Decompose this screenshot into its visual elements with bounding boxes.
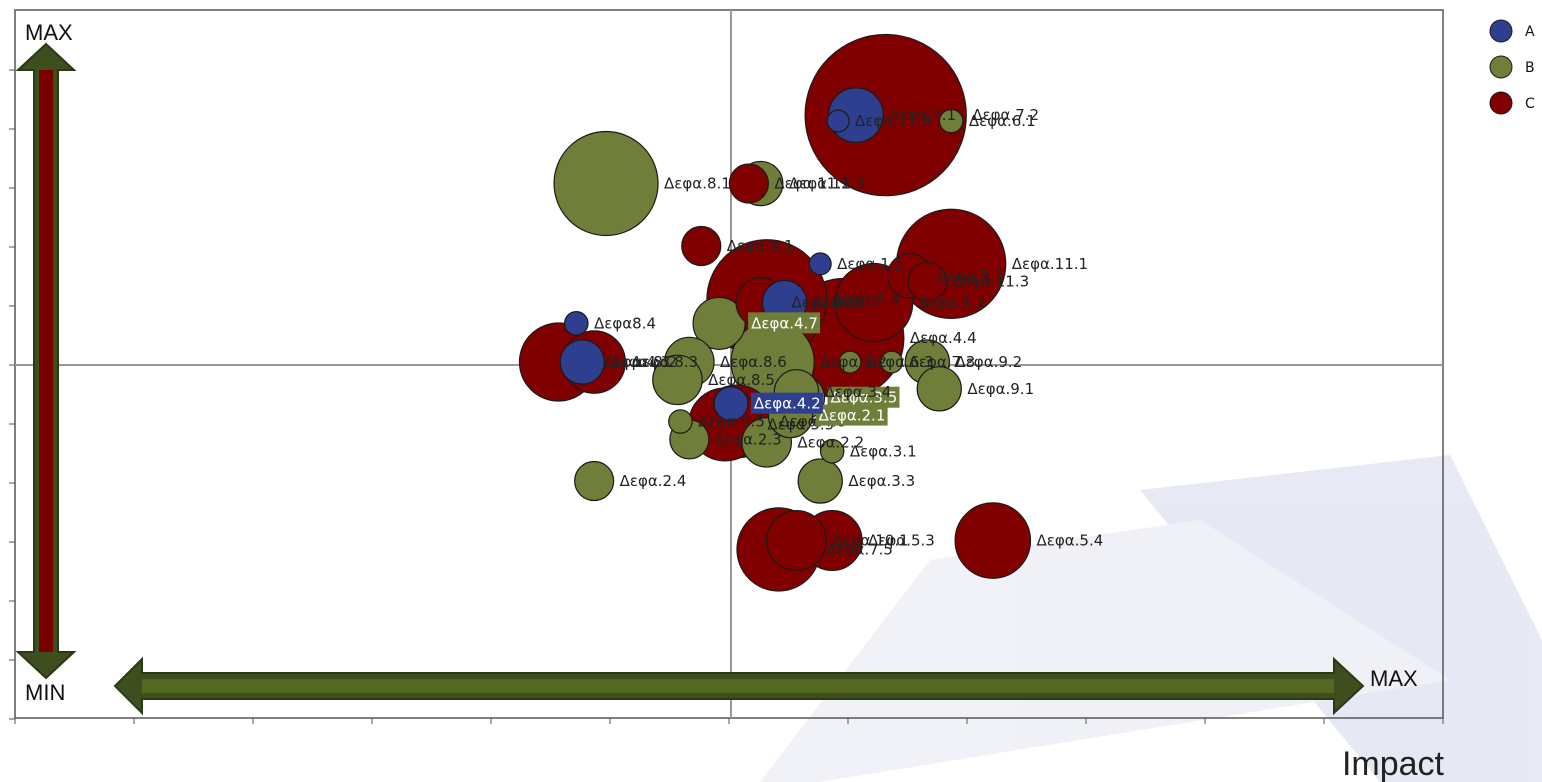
bubble-label: Δεφα.5.4 <box>1037 532 1104 550</box>
horizontal-arrow <box>113 656 1365 716</box>
bubble-a <box>713 386 749 422</box>
x-axis-title: Impact <box>1342 745 1445 782</box>
bubble-b <box>668 409 693 434</box>
y-max-label: MAX <box>25 20 73 45</box>
bubble-label: Δεφα.4.4 <box>910 329 977 347</box>
bubble-label: Δεφα.2.2 <box>797 433 864 451</box>
bubble-b <box>652 354 703 406</box>
bubble-label: Δεφα.2.3 <box>715 430 782 448</box>
bubble-label: Δεφα.11.4 <box>855 112 931 130</box>
legend-label: B <box>1525 60 1535 76</box>
bubble-label: Δεφα.8.6 <box>720 353 787 371</box>
bubble-label: Δεφα.7.1 <box>889 106 956 124</box>
bubble-layer <box>518 33 1032 592</box>
bubble-label: Δεφα.3.3 <box>848 472 915 490</box>
vertical-arrow <box>15 42 77 680</box>
bubble-label: Δεφα.11.1 <box>1012 255 1088 273</box>
bubble-label: Δεφα.6.1 <box>969 112 1036 130</box>
bubble-label: Δεφα.4.7 <box>751 314 818 332</box>
bubble-label: Δεφα.2.4 <box>620 472 687 490</box>
bubble-a <box>808 252 832 276</box>
bubble-label: Δεφα.5.1 <box>938 267 1005 285</box>
label-box <box>827 386 900 408</box>
x-max-label: MAX <box>1370 666 1418 691</box>
bubble-label: Δεφα.5.3 <box>868 532 935 550</box>
bubble-b <box>797 458 843 504</box>
bubble-label: Δεφα.7.3 <box>909 353 976 371</box>
bubble-label: Δεφα.11.2 <box>774 175 850 193</box>
bubble-c <box>728 163 769 204</box>
bubble-b <box>880 350 904 374</box>
bubble-label: Δεφα.5.2 <box>919 294 986 312</box>
bubble-label: Δεφα.2.1 <box>819 407 886 425</box>
bubble-label: Δεφα.4.1 <box>727 237 794 255</box>
bubble-label: Δεφα.3.2 <box>820 353 887 371</box>
bubble-label: Δεφα.4.2 <box>754 395 821 413</box>
bubble-b <box>692 296 746 350</box>
bubble-label: Δεφα.4.5 <box>698 413 765 431</box>
bubble-b <box>938 108 964 134</box>
bubble-a <box>826 109 850 133</box>
axis-ticks <box>9 69 1444 724</box>
label-box <box>748 312 821 334</box>
label-box <box>750 392 823 414</box>
bubble-label: Δεφα.9.2 <box>955 353 1022 371</box>
bubble-b <box>819 438 845 464</box>
legend-marker-a <box>1489 19 1513 43</box>
bubble-label: Δεφα.4.6 <box>791 294 858 312</box>
bubble-a <box>563 311 589 336</box>
label-layer: Δεφα.7.2 Δεφα.4.4 Δεφα.7.4 Δεφα.11.1 Δεφα.8.… <box>594 106 1103 558</box>
bubble-b <box>838 350 862 374</box>
bubble-label: Δεφα.3.1 <box>850 442 917 460</box>
bubble-c <box>765 510 827 572</box>
legend-marker-b <box>1489 55 1513 79</box>
bubble-label: Δεφα.3.4 <box>825 383 892 401</box>
bubble-label: Δεφα8.4 <box>594 314 656 332</box>
legend: A B C <box>1489 19 1535 115</box>
bubble-label: Δεφα.9.1 <box>967 380 1034 398</box>
bubble-label: Δεφα.8.7 <box>813 294 880 312</box>
bubble-label: Δεφα.4.3 <box>603 353 670 371</box>
label-box <box>815 404 888 426</box>
bubble-label: Δεφα.8.5 <box>708 371 775 389</box>
bubble-b <box>574 460 615 502</box>
bubble-label: Δεφα.6.3 <box>867 353 934 371</box>
bubble-b <box>916 366 962 412</box>
bubble-a <box>559 339 605 385</box>
bubble-c <box>681 225 722 267</box>
bubble-label: Δεφα.11.3 <box>953 273 1029 291</box>
bubble-label: Δεφα.7.4 <box>833 291 900 309</box>
bubble-label: Δεφα.7.5 <box>826 540 893 558</box>
bubble-label: Δεφα.8.2 <box>610 353 677 371</box>
bubble-label: Δεφα.3.5 <box>831 389 898 407</box>
bubble-label: Δεφα.8.1 <box>664 175 731 193</box>
bubble-c <box>954 502 1032 579</box>
bubble-c <box>907 261 948 302</box>
bubble-label: Δεφα.7.2 <box>972 106 1039 124</box>
bubble-c <box>804 33 967 197</box>
legend-label: A <box>1525 24 1535 40</box>
bubble-label: Δεφα.11.5 <box>789 175 865 193</box>
legend-marker-c <box>1489 91 1513 115</box>
bubble-label: Δεφα.10.1 <box>832 532 908 550</box>
bubble-label: Δεφα.1.1 <box>837 255 904 273</box>
bubble-label: Δεφα.8.3 <box>631 353 698 371</box>
watermark <box>760 455 1542 782</box>
y-min-label: MIN <box>25 680 65 705</box>
legend-label: C <box>1525 96 1535 112</box>
bubble-b <box>553 130 659 237</box>
